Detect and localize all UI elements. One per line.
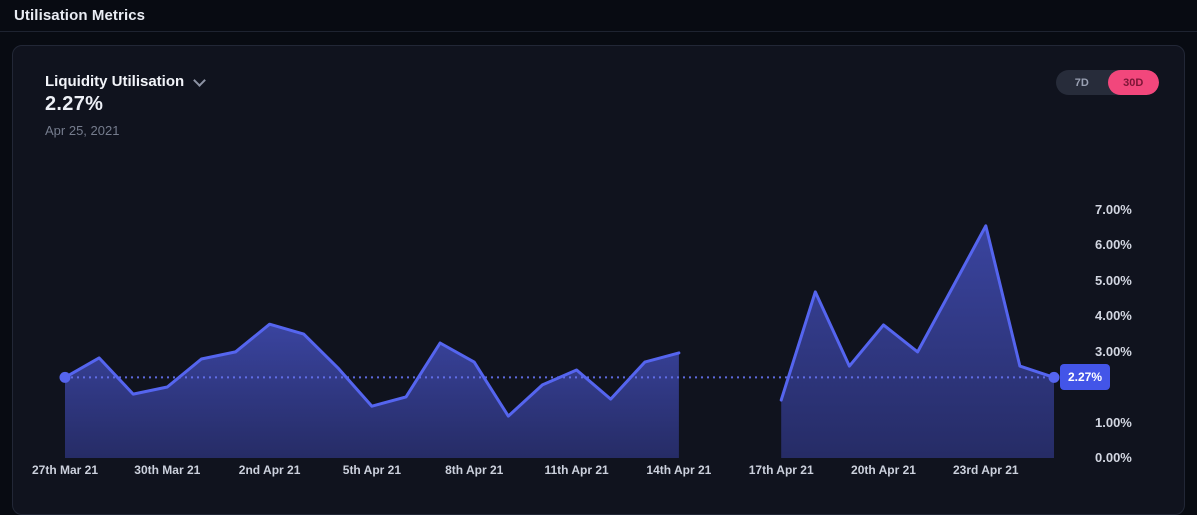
y-axis-label: 4.00% (1095, 308, 1132, 323)
y-axis-label: 1.00% (1095, 414, 1132, 430)
y-axis-label: 3.00% (1095, 343, 1132, 359)
metric-selector[interactable]: Liquidity Utilisation (45, 73, 207, 90)
y-axis-label: 6.00% (1095, 237, 1132, 252)
area-fill (781, 225, 1054, 458)
metric-current-date: Apr 25, 2021 (45, 123, 120, 138)
metric-title: Liquidity Utilisation (45, 73, 185, 90)
x-axis-label: 14th Apr 21 (646, 463, 712, 477)
chevron-down-icon (193, 73, 207, 87)
x-axis-label: 8th Apr 21 (445, 463, 504, 477)
current-value-badge: 2.27% (1060, 364, 1111, 391)
series-line (63, 322, 681, 418)
y-axis-label: 0.00% (1095, 450, 1132, 465)
metric-current-value: 2.27% (45, 93, 104, 115)
y-axis-label: 5.00% (1095, 272, 1132, 288)
x-axis-label: 5th Apr 21 (342, 463, 402, 477)
x-axis-label: 30th Mar 21 (134, 463, 201, 477)
x-axis-label: 20th Apr 21 (851, 463, 916, 477)
x-axis-label: 11th Apr 21 (544, 463, 609, 477)
end-dot (1048, 371, 1060, 383)
x-axis-label: 17th Apr 21 (748, 463, 814, 477)
x-axis-label: 27th Mar 21 (31, 463, 99, 477)
range-7d-button[interactable]: 7D (1056, 70, 1108, 95)
x-axis-label: 23rd Apr 21 (953, 463, 1019, 477)
series-line (779, 224, 1056, 402)
y-axis-label: 7.00% (1095, 201, 1132, 217)
range-toggle: 7D 30D (1056, 70, 1159, 95)
range-30d-button[interactable]: 30D (1107, 70, 1159, 95)
start-dot (59, 371, 71, 383)
liquidity-utilisation-card: Liquidity Utilisation 2.27% Apr 25, 2021… (12, 45, 1185, 515)
page-header: Utilisation Metrics (0, 0, 1197, 32)
area-fill (65, 324, 679, 458)
page-title: Utilisation Metrics (14, 7, 146, 24)
x-axis-label: 2nd Apr 21 (238, 463, 301, 477)
